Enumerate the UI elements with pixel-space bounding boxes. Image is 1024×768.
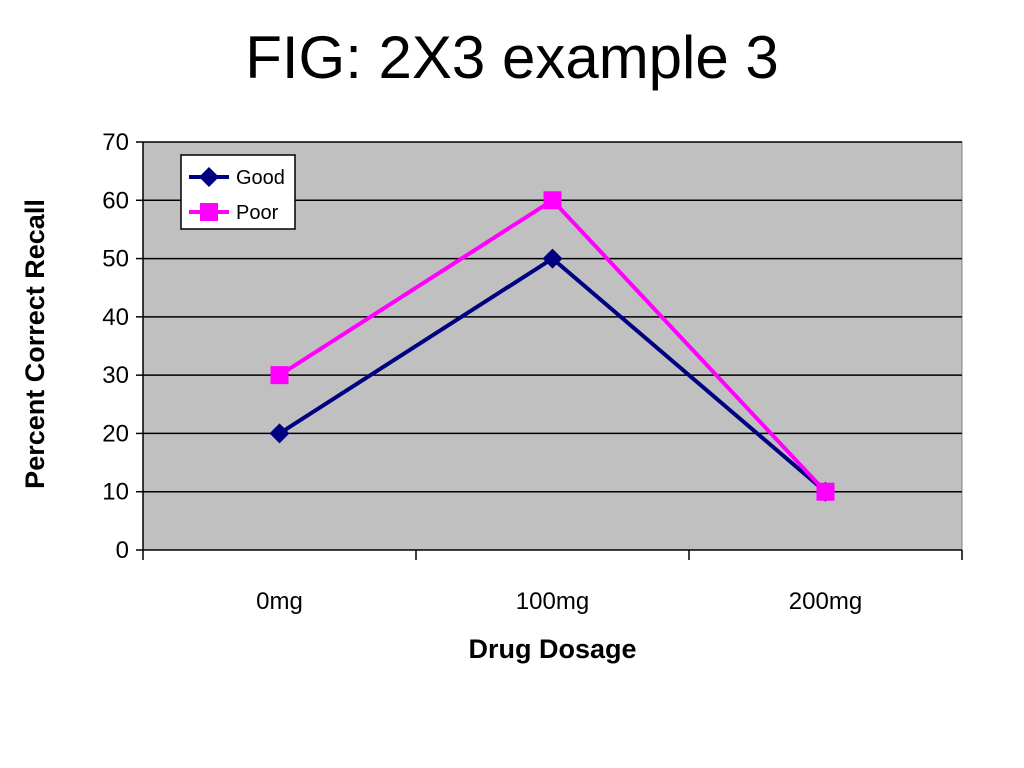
legend-marker [200,203,218,221]
legend-label: Poor [236,202,279,224]
y-tick-label: 10 [102,479,129,506]
y-tick-label: 30 [102,362,129,389]
series-poor [270,191,835,501]
x-tick-label: 200mg [789,588,862,615]
x-tick-label: 100mg [516,588,589,615]
y-axis-title: Percent Correct Recall [20,199,50,489]
data-point [269,423,290,444]
legend-marker [199,167,219,187]
x-tick-labels: 0mg 100mg 200mg [256,588,862,615]
y-tick-label: 70 [102,129,129,156]
y-tick-label: 60 [102,187,129,214]
legend: Good Poor [180,154,296,230]
x-tick-label: 0mg [256,588,303,615]
data-point [816,482,835,501]
series-layer [269,191,836,502]
y-tick-label: 40 [102,304,129,331]
y-tick-label: 0 [116,537,129,564]
y-tick-labels: 0 10 20 30 40 50 60 70 [102,129,129,564]
data-point [543,191,562,210]
data-point [542,248,563,269]
y-tick-label: 20 [102,420,129,447]
axes [136,141,963,560]
y-tick-label: 50 [102,246,129,273]
page-title: FIG: 2X3 example 3 [245,24,779,91]
x-axis-title: Drug Dosage [468,634,636,664]
legend-label: Good [236,167,285,189]
data-point [270,366,289,385]
